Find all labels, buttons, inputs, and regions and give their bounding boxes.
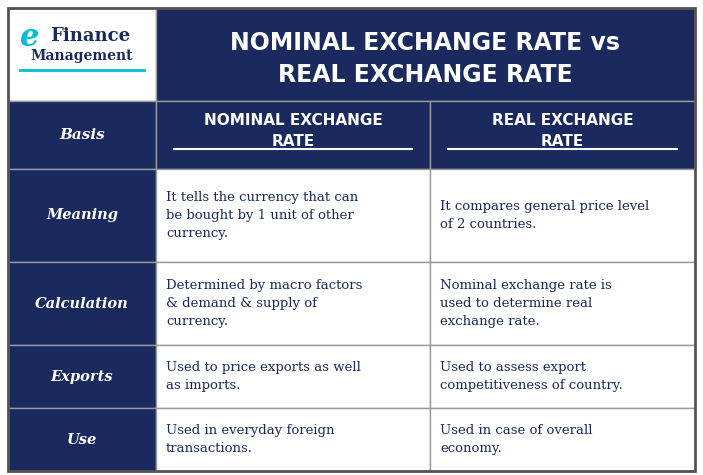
Text: Calculation: Calculation bbox=[35, 296, 129, 311]
Text: Determined by macro factors
& demand & supply of
currency.: Determined by macro factors & demand & s… bbox=[166, 279, 362, 328]
Bar bbox=[156, 101, 430, 169]
Bar bbox=[8, 101, 156, 169]
Text: Used in case of overall
economy.: Used in case of overall economy. bbox=[440, 424, 593, 455]
Bar bbox=[430, 345, 695, 408]
Bar bbox=[156, 8, 695, 101]
Bar bbox=[8, 8, 156, 101]
Text: Meaning: Meaning bbox=[46, 209, 118, 222]
Text: Finance: Finance bbox=[50, 27, 130, 45]
Bar bbox=[430, 262, 695, 345]
Bar bbox=[430, 408, 695, 471]
Text: It tells the currency that can
be bought by 1 unit of other
currency.: It tells the currency that can be bought… bbox=[166, 191, 359, 240]
Bar bbox=[156, 345, 430, 408]
Text: Used to assess export
competitiveness of country.: Used to assess export competitiveness of… bbox=[440, 361, 623, 392]
Text: Used in everyday foreign
transactions.: Used in everyday foreign transactions. bbox=[166, 424, 335, 455]
Text: Management: Management bbox=[31, 49, 134, 63]
Text: REAL EXCHANGE
RATE: REAL EXCHANGE RATE bbox=[491, 113, 633, 149]
Bar bbox=[8, 262, 156, 345]
Bar bbox=[156, 408, 430, 471]
Text: NOMINAL EXCHANGE
RATE: NOMINAL EXCHANGE RATE bbox=[204, 113, 382, 149]
Bar bbox=[8, 169, 156, 262]
Bar bbox=[430, 169, 695, 262]
Text: REAL EXCHANGE RATE: REAL EXCHANGE RATE bbox=[278, 63, 573, 87]
Text: Nominal exchange rate is
used to determine real
exchange rate.: Nominal exchange rate is used to determi… bbox=[440, 279, 612, 328]
Bar bbox=[8, 408, 156, 471]
Bar bbox=[156, 262, 430, 345]
Text: e: e bbox=[20, 22, 39, 54]
Bar bbox=[430, 101, 695, 169]
Text: It compares general price level
of 2 countries.: It compares general price level of 2 cou… bbox=[440, 200, 650, 231]
Text: Use: Use bbox=[67, 433, 97, 446]
Bar bbox=[8, 345, 156, 408]
Text: Basis: Basis bbox=[59, 128, 105, 142]
Text: NOMINAL EXCHANGE RATE vs: NOMINAL EXCHANGE RATE vs bbox=[231, 31, 621, 56]
Bar bbox=[156, 169, 430, 262]
Text: Used to price exports as well
as imports.: Used to price exports as well as imports… bbox=[166, 361, 361, 392]
Text: Exports: Exports bbox=[51, 370, 113, 383]
